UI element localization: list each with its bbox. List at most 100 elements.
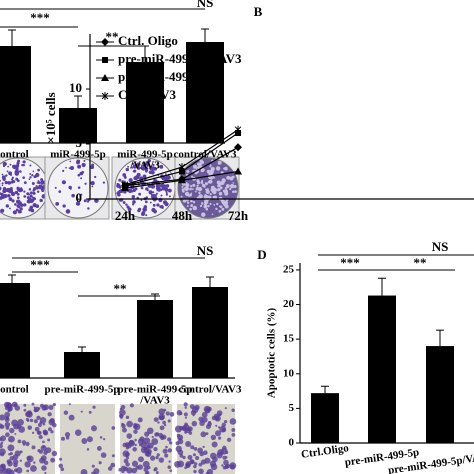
colony [149, 166, 154, 171]
colony [186, 205, 189, 208]
colony [164, 173, 167, 175]
cell [17, 418, 24, 426]
cell [144, 431, 150, 437]
cell [64, 431, 71, 438]
colony [15, 208, 19, 212]
cell [43, 431, 48, 435]
colony [186, 201, 190, 204]
cell [229, 418, 237, 425]
cell [174, 425, 182, 433]
cell [8, 469, 15, 474]
cell [169, 411, 175, 417]
cell [125, 452, 130, 457]
cell [23, 408, 27, 412]
cell [154, 432, 159, 437]
colony [118, 178, 122, 182]
cell [5, 426, 10, 430]
marker [234, 143, 242, 152]
cell [224, 407, 227, 410]
colony [138, 192, 142, 196]
cell [217, 426, 221, 429]
colony [16, 192, 20, 196]
cell [40, 455, 47, 461]
colony [156, 162, 160, 165]
cell [209, 452, 217, 460]
colony [168, 195, 171, 198]
y-tick-label: 10 [283, 367, 295, 379]
colony [200, 160, 205, 165]
cell [167, 465, 171, 469]
cell [50, 430, 54, 434]
cell [47, 412, 52, 417]
significance-label: NS [197, 243, 214, 258]
cell [176, 410, 183, 416]
colony [203, 199, 209, 205]
colony [134, 187, 138, 191]
colony [22, 176, 26, 179]
cell [155, 455, 159, 460]
colony [19, 170, 22, 173]
cell [197, 447, 203, 454]
cell [137, 438, 145, 445]
colony [225, 205, 229, 209]
colony [37, 180, 40, 183]
colony [77, 164, 82, 169]
cell [0, 441, 4, 445]
colony [210, 166, 215, 172]
colony [183, 187, 187, 190]
cell [0, 437, 3, 442]
cell [111, 454, 115, 458]
colony [116, 185, 119, 188]
cell [126, 467, 133, 474]
x-tick-label: pre-miR-499-5p [45, 384, 120, 396]
colony [232, 182, 235, 184]
colony [190, 192, 193, 195]
cell [183, 402, 188, 407]
cell [120, 404, 126, 410]
marker [179, 168, 185, 175]
colony [15, 166, 19, 170]
colony [185, 189, 188, 192]
cell [225, 456, 228, 459]
x-tick-label: pre-miR-499-5p [118, 384, 193, 396]
colony [218, 209, 222, 213]
cell [9, 455, 15, 461]
cell [215, 424, 218, 427]
significance-label: NS [432, 239, 449, 254]
cell [60, 436, 65, 441]
x-tick-label: 24h [115, 208, 136, 223]
colony [1, 173, 4, 176]
colony [22, 160, 26, 164]
colony [17, 210, 22, 214]
cell [81, 438, 88, 445]
cell [34, 426, 40, 432]
cell [165, 411, 170, 416]
cell [15, 467, 23, 474]
colony [233, 184, 237, 189]
cell [226, 437, 232, 443]
cell [211, 415, 217, 421]
cell [26, 419, 30, 423]
cell [86, 436, 93, 443]
colony [7, 165, 9, 168]
cell [175, 445, 182, 453]
colony [16, 186, 20, 190]
colony [122, 201, 126, 204]
colony [77, 198, 80, 201]
cell [45, 447, 52, 454]
cell [42, 440, 45, 444]
cell [203, 450, 208, 456]
cell [25, 411, 31, 418]
cell [210, 434, 217, 441]
cell [218, 436, 222, 440]
colony [145, 196, 149, 199]
colony [201, 212, 206, 217]
cell [29, 418, 34, 423]
cell [210, 463, 218, 471]
colony [2, 161, 7, 167]
colony [180, 195, 183, 198]
colony [215, 166, 221, 171]
cell [68, 414, 75, 421]
cell [167, 437, 172, 442]
colony [148, 170, 153, 175]
